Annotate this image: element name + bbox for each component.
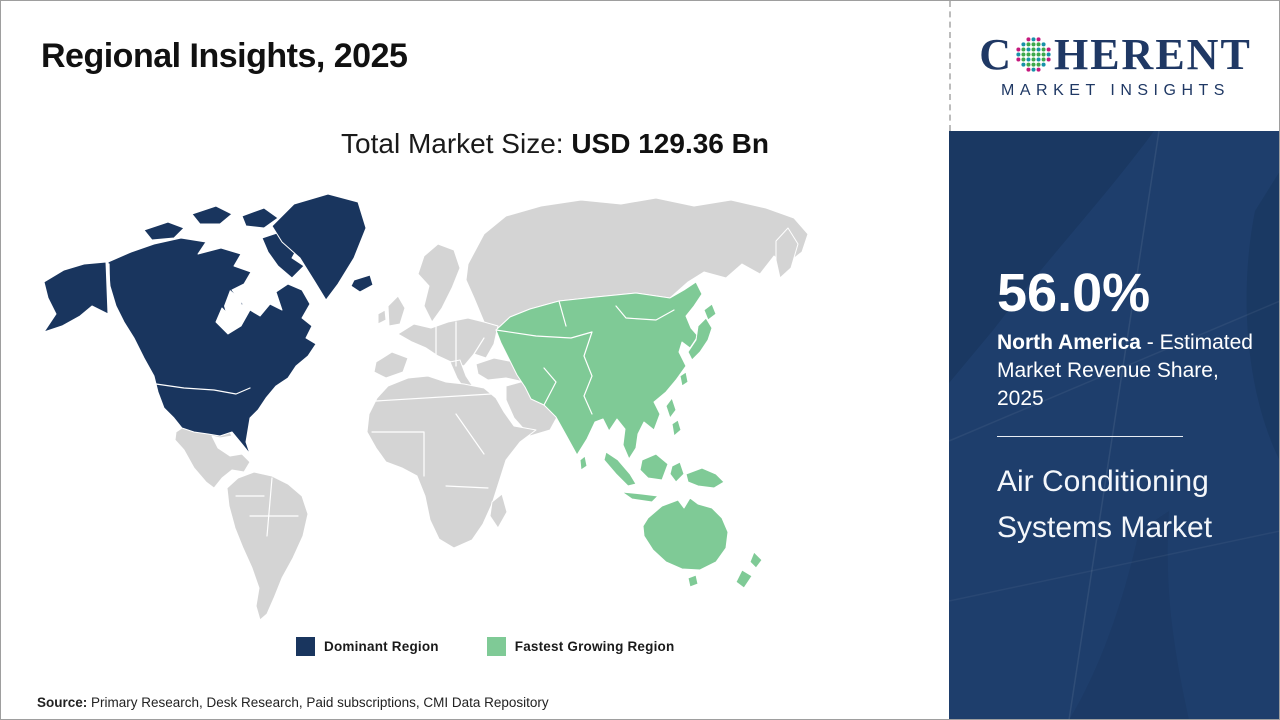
total-market-size-label: Total Market Size: bbox=[341, 128, 572, 159]
total-market-size-value: USD 129.36 Bn bbox=[571, 128, 769, 159]
logo-tagline: MARKET INSIGHTS bbox=[1001, 81, 1230, 99]
coherent-logo: C HERENT MARKET INSIGHTS bbox=[949, 1, 1279, 131]
page-title: Regional Insights, 2025 bbox=[41, 37, 408, 75]
legend-item-dominant: Dominant Region bbox=[296, 637, 439, 656]
world-map bbox=[36, 186, 816, 626]
source-text: Primary Research, Desk Research, Paid su… bbox=[87, 695, 549, 710]
logo-word-end: HERENT bbox=[1053, 29, 1252, 79]
panel-content: 56.0% North America - Estimated Market R… bbox=[949, 131, 1279, 551]
market-name: Air Conditioning Systems Market bbox=[997, 465, 1213, 544]
dominant-region-label: Dominant Region bbox=[324, 639, 439, 654]
market-share-value: 56.0% bbox=[997, 263, 1151, 323]
legend-item-fastest: Fastest Growing Region bbox=[486, 637, 675, 656]
total-market-size: Total Market Size: USD 129.36 Bn bbox=[341, 128, 769, 160]
fastest-region-label: Fastest Growing Region bbox=[514, 639, 675, 654]
world-map-svg bbox=[43, 193, 809, 621]
panel-divider bbox=[997, 436, 1183, 437]
source-note: Source: Primary Research, Desk Research,… bbox=[37, 695, 549, 710]
region-asia-pacific bbox=[495, 281, 763, 589]
logo-letter-c: C bbox=[979, 29, 1013, 79]
source-label: Source: bbox=[37, 695, 88, 710]
region-north-america bbox=[43, 193, 374, 455]
highlight-panel: 56.0% North America - Estimated Market R… bbox=[949, 131, 1279, 719]
map-legend: Dominant Region Fastest Growing Region bbox=[296, 637, 674, 656]
market-share-description: North America - Estimated Market Revenue… bbox=[997, 329, 1259, 413]
dominant-region-swatch bbox=[296, 637, 315, 656]
coherent-globe-dots-icon bbox=[1016, 37, 1051, 72]
fastest-region-swatch bbox=[486, 637, 506, 656]
share-desc-text: - Estimated Market Revenue Share, 2025 bbox=[997, 331, 1253, 410]
coherent-wordmark: C HERENT bbox=[979, 29, 1252, 79]
share-region-name: North America bbox=[997, 331, 1141, 354]
